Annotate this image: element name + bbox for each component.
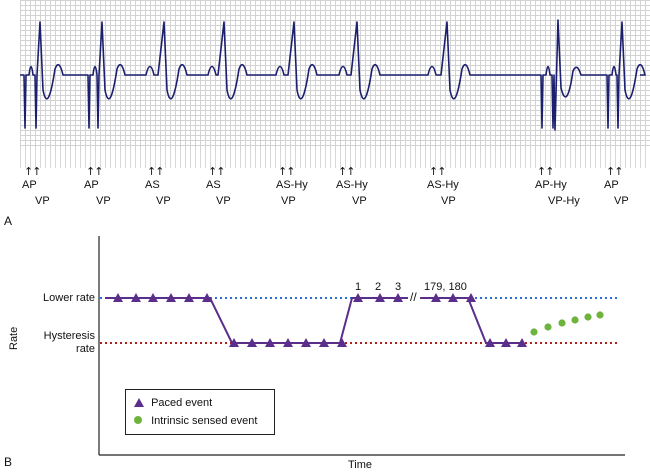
legend-paced-label: Paced event	[151, 397, 213, 409]
event-number-1: 1	[355, 281, 362, 293]
paced-event-marker	[485, 338, 495, 347]
intrinsic-event-marker	[571, 316, 579, 324]
paced-event-marker	[431, 293, 441, 302]
beat-6-ventricular-label: VP	[352, 195, 367, 207]
event-number-2: 2	[375, 281, 382, 293]
paced-event-marker	[337, 338, 347, 347]
beat-4-atrial-label: AS	[206, 179, 221, 191]
beat-3-atrial-label: AS	[145, 179, 160, 191]
beat-8-arrows: ↑↑	[537, 165, 554, 178]
paced-event-marker	[501, 338, 511, 347]
paced-event-marker	[375, 293, 385, 302]
x-axis-label: Time	[348, 459, 373, 471]
beat-9-atrial-label: AP	[604, 179, 619, 191]
paced-event-marker	[319, 338, 329, 347]
paced-event-marker	[229, 338, 239, 347]
beat-6-atrial-label: AS-Hy	[336, 179, 368, 191]
hysteresis-label-line1: Hysteresis	[43, 330, 95, 342]
paced-event-marker	[265, 338, 275, 347]
beat-4-arrows: ↑↑	[208, 165, 225, 178]
panel-a-letter: A	[4, 214, 13, 228]
intrinsic-event-marker	[530, 328, 538, 336]
hysteresis-label-line2: rate	[76, 343, 95, 355]
beat-1-ventricular-label: VP	[35, 195, 50, 207]
intrinsic-markers	[530, 311, 604, 336]
beat-6-arrows: ↑↑	[338, 165, 355, 178]
paced-rate-path-1	[105, 297, 408, 344]
intrinsic-event-dot-icon	[134, 416, 142, 424]
paced-event-marker	[184, 293, 194, 302]
beat-5-ventricular-label: VP	[281, 195, 296, 207]
paced-markers	[113, 293, 527, 347]
beat-9-ventricular-label: VP	[614, 195, 629, 207]
paced-rate-path-2	[420, 297, 524, 344]
event-number-3: 3	[395, 281, 402, 293]
legend-paced-row: Paced event	[134, 397, 212, 409]
paced-event-marker	[283, 338, 293, 347]
event-number-179-180: 179, 180	[424, 281, 467, 293]
intrinsic-event-marker	[558, 319, 566, 327]
axis-break-mark: //	[409, 290, 418, 304]
ecg-grid-lower	[20, 150, 650, 168]
paced-event-triangle-icon	[134, 398, 144, 407]
lower-rate-label: Lower rate	[43, 292, 95, 304]
legend-box: Paced event Intrinsic sensed event	[125, 389, 275, 435]
beat-9-arrows: ↑↑	[606, 165, 623, 178]
beat-1-arrows: ↑↑	[24, 165, 41, 178]
beat-8-atrial-label: AP-Hy	[535, 179, 567, 191]
beat-1-atrial-label: AP	[22, 179, 37, 191]
paced-event-marker	[247, 338, 257, 347]
intrinsic-event-marker	[544, 323, 552, 331]
beat-7-arrows: ↑↑	[429, 165, 446, 178]
paced-event-marker	[393, 293, 403, 302]
beat-2-atrial-label: AP	[84, 179, 99, 191]
paced-event-marker	[113, 293, 123, 302]
beat-3-ventricular-label: VP	[156, 195, 171, 207]
legend-intrinsic-label: Intrinsic sensed event	[151, 415, 258, 427]
beat-3-arrows: ↑↑	[147, 165, 164, 178]
beat-2-ventricular-label: VP	[96, 195, 111, 207]
beat-2-arrows: ↑↑	[86, 165, 103, 178]
beat-5-atrial-label: AS-Hy	[276, 179, 308, 191]
paced-event-marker	[148, 293, 158, 302]
paced-event-marker	[517, 338, 527, 347]
paced-event-marker	[466, 293, 476, 302]
paced-event-marker	[131, 293, 141, 302]
beat-7-ventricular-label: VP	[441, 195, 456, 207]
beat-8-ventricular-label: VP-Hy	[548, 195, 580, 207]
paced-event-marker	[166, 293, 176, 302]
paced-event-marker	[202, 293, 212, 302]
beat-4-ventricular-label: VP	[216, 195, 231, 207]
paced-event-marker	[448, 293, 458, 302]
ecg-trace	[20, 19, 646, 131]
paced-event-marker	[353, 293, 363, 302]
legend-intrinsic-row: Intrinsic sensed event	[134, 415, 257, 427]
beat-7-atrial-label: AS-Hy	[427, 179, 459, 191]
paced-event-marker	[301, 338, 311, 347]
intrinsic-event-marker	[596, 311, 604, 319]
panel-b-letter: B	[4, 455, 13, 469]
y-axis-label: Rate	[8, 326, 20, 350]
beat-5-arrows: ↑↑	[278, 165, 295, 178]
intrinsic-event-marker	[584, 313, 592, 321]
